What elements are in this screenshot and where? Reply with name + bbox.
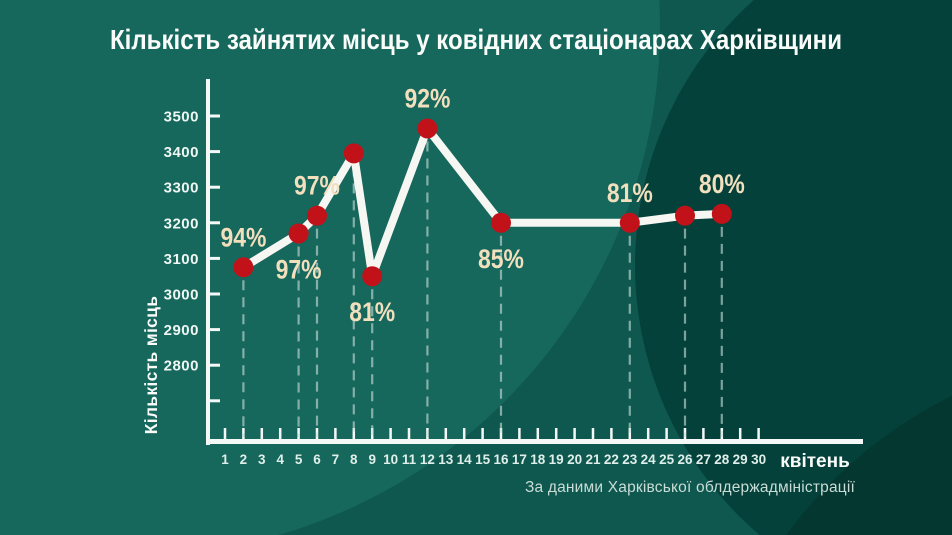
percent-label: 85% [478,244,524,274]
x-axis-tick-label: 25 [659,452,675,467]
x-axis-tick-label: 29 [733,452,748,467]
x-axis-tick-label: 15 [475,452,491,467]
x-axis-tick-label: 11 [402,452,417,467]
y-axis-tick-label: 2900 [164,322,199,339]
percent-label: 97% [294,171,340,201]
x-axis-tick-label: 21 [585,452,601,467]
percent-label: 81% [349,297,395,327]
y-axis-tick-label: 3100 [164,251,199,268]
data-point [362,266,383,287]
x-axis-tick-label: 27 [696,452,711,467]
x-axis-tick-label: 18 [530,452,546,467]
x-axis-tick-label: 8 [350,452,358,467]
x-axis-tick-label: 23 [622,452,638,467]
y-axis-tick-label: 3400 [164,144,199,161]
x-axis-tick-label: 5 [295,452,303,467]
source-note: За даними Харківської облдержадміністрац… [524,479,855,496]
series-line [239,124,726,281]
x-axis-tick-label: 4 [276,452,284,467]
y-axis-tick-label: 3300 [164,180,199,197]
chart-title: Кількість зайнятих місць у ковідних стац… [109,24,843,55]
percent-label: 94% [220,223,266,253]
y-axis-title: Кількість місць [141,296,161,435]
data-point [343,143,364,164]
x-axis-tick-label: 16 [493,452,509,467]
data-point [711,203,732,224]
x-axis-tick-label: 1 [221,452,229,467]
x-axis-tick-label: 13 [438,452,454,467]
x-axis-tick-label: 6 [313,452,321,467]
y-axis-tick-label: 3500 [164,109,199,126]
y-axis-tick-label: 3200 [164,215,199,232]
x-axis-tick-label: 17 [512,452,527,467]
x-axis-tick-label: 26 [677,452,693,467]
data-point [233,257,254,278]
x-axis-tick-label: 10 [383,452,398,467]
x-axis-tick-label: 22 [604,452,619,467]
data-point [307,205,327,226]
x-axis-month-label: квітень [780,451,850,472]
y-axis-tick-label: 3000 [164,287,199,304]
x-axis-tick-label: 28 [714,452,730,467]
x-axis-tick-label: 24 [641,452,657,467]
percent-label: 92% [404,84,450,114]
data-point [417,118,438,139]
x-axis-tick-label: 30 [751,452,766,467]
x-axis-tick-label: 12 [420,452,435,467]
x-axis-tick-label: 7 [332,452,340,467]
x-axis-tick-label: 14 [457,452,473,467]
x-axis-tick-label: 19 [549,452,564,467]
y-axis-tick-label: 2800 [164,358,199,375]
percent-label: 80% [699,169,745,199]
x-axis-tick-label: 2 [240,452,248,467]
data-point [619,212,640,233]
x-axis-tick-label: 3 [258,452,266,467]
x-axis-tick-label: 20 [567,452,582,467]
data-point [491,212,511,233]
data-point [288,223,309,244]
percent-label: 81% [607,178,653,208]
percent-label: 97% [276,255,322,285]
data-point [675,205,695,226]
x-axis-tick-label: 9 [368,452,376,467]
